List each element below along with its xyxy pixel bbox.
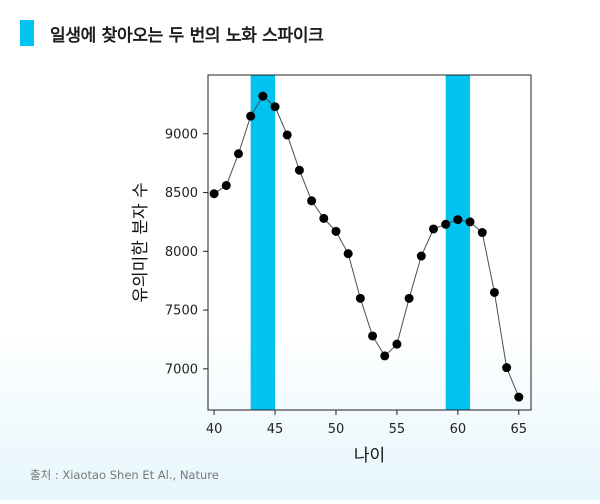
data-point	[368, 331, 378, 341]
x-tick-label: 60	[450, 422, 467, 437]
y-tick-label: 8000	[165, 245, 198, 260]
x-tick-label: 65	[511, 422, 528, 437]
data-point	[331, 226, 341, 236]
data-point	[428, 224, 438, 234]
data-point	[307, 196, 317, 206]
data-point	[380, 351, 390, 361]
page-title: 일생에 찾아오는 두 번의 노화 스파이크	[50, 25, 324, 46]
data-point	[258, 91, 268, 101]
data-point	[441, 219, 451, 229]
y-tick-label: 7500	[165, 304, 198, 319]
data-point	[465, 217, 475, 227]
data-point	[294, 165, 304, 175]
highlight-band-2	[445, 75, 471, 410]
y-tick-label: 9000	[165, 127, 198, 142]
y-tick-label: 8500	[165, 186, 198, 201]
x-tick-label: 45	[267, 422, 284, 437]
data-point	[355, 293, 365, 303]
data-point	[246, 111, 256, 121]
data-point	[209, 189, 219, 199]
title-bar: 일생에 찾아오는 두 번의 노화 스파이크	[20, 20, 324, 46]
data-point	[514, 392, 524, 402]
plot-frame	[207, 74, 532, 411]
data-point	[416, 251, 426, 261]
data-point	[489, 287, 499, 297]
y-tick-label: 7000	[165, 362, 198, 377]
data-point	[221, 180, 231, 190]
x-tick-label: 40	[206, 422, 223, 437]
x-tick-label: 50	[328, 422, 345, 437]
x-tick-label: 55	[389, 422, 406, 437]
data-point	[343, 249, 353, 259]
data-point	[392, 339, 402, 349]
data-point	[282, 130, 292, 140]
x-axis-label: 나이	[354, 446, 385, 466]
title-accent-bar	[20, 20, 34, 46]
data-point	[477, 228, 487, 238]
data-point	[453, 215, 463, 225]
data-point	[502, 363, 512, 373]
data-point	[404, 293, 414, 303]
data-point	[270, 102, 280, 112]
source-note: 출처 : Xiaotao Shen Et Al., Nature	[30, 468, 219, 482]
data-point	[319, 213, 329, 223]
highlight-band-1	[250, 75, 276, 410]
y-axis-label: 유의미한 분자 수	[131, 182, 151, 302]
data-point	[233, 149, 243, 159]
